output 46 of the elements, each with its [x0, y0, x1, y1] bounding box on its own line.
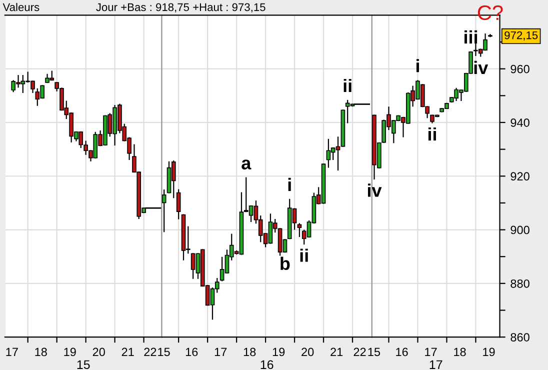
y-axis-title: Valeurs	[2, 2, 40, 12]
x-tick-label: 18	[35, 348, 47, 356]
chart-title: Jour +Bas : 918,75 +Haut : 973,15	[96, 3, 266, 12]
x-tick-label: 16	[396, 348, 408, 356]
x-tick-label: 15	[158, 348, 170, 356]
x-tick-label: 19	[272, 348, 285, 356]
annotation: iii	[464, 30, 478, 44]
annotation: ii	[428, 127, 436, 141]
x-tick-label: 17	[214, 348, 227, 356]
x-tick-label: 20	[302, 348, 314, 356]
x-tick-label: 21	[122, 348, 134, 356]
y-tick-label: 920	[510, 172, 530, 181]
candlestick	[297, 222, 302, 238]
annotation: 972,15	[504, 31, 538, 41]
x-axis-title: 17	[430, 360, 442, 369]
y-tick-label: 860	[510, 333, 530, 342]
x-tick-label: 18	[454, 348, 466, 356]
x-tick-label: 20	[92, 348, 105, 356]
candlestick	[326, 138, 331, 168]
y-tick-label: 960	[510, 64, 530, 74]
x-axis-title: 16	[260, 360, 274, 370]
x-tick-label: 18	[244, 348, 256, 356]
candlestick	[171, 160, 176, 199]
x-tick-label: 19	[483, 348, 495, 356]
x-tick-label: 17	[425, 348, 437, 356]
x-tick-label: 22	[144, 348, 156, 356]
annotation: i	[416, 59, 419, 72]
x-tick-label: 19	[64, 348, 76, 356]
candlestick	[176, 188, 181, 220]
annotation: ii	[300, 248, 308, 262]
x-tick-label: 16	[186, 348, 198, 356]
annotation: a	[242, 160, 252, 170]
y-tick-label: 940	[510, 118, 530, 127]
x-axis-title: 15	[77, 360, 90, 370]
annotation: ii	[344, 78, 352, 92]
x-tick-label: 15	[368, 348, 380, 356]
x-tick-label: 17	[6, 348, 18, 356]
candlestick	[162, 188, 166, 233]
annotation: b	[280, 256, 290, 270]
annotation: i	[288, 178, 291, 192]
x-tick-label: 21	[330, 348, 343, 356]
y-tick-label: 900	[510, 226, 530, 234]
annotation: iv	[368, 184, 382, 197]
x-tick-label: 22	[354, 348, 366, 356]
y-tick-label: 880	[510, 279, 530, 288]
annotation: iv	[474, 60, 488, 74]
